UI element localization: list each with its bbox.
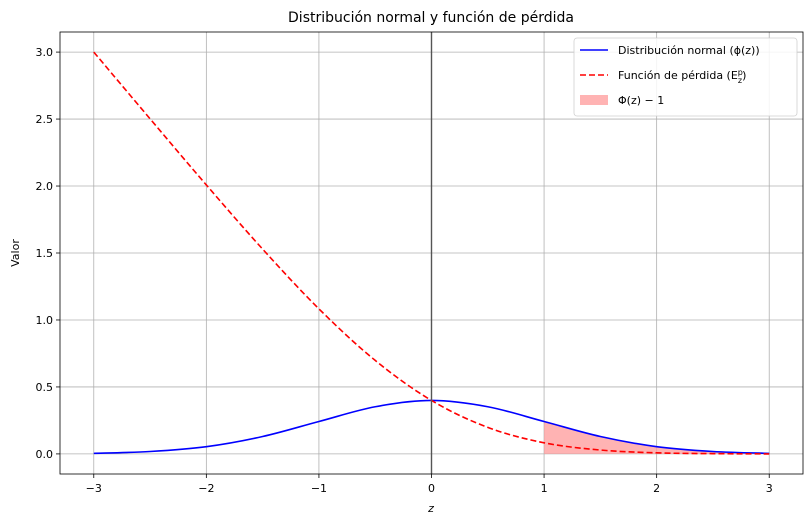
y-tick-label-0: 0.0 [36, 448, 54, 461]
y-axis-label: Valor [9, 239, 22, 267]
y-tick-label-1: 0.5 [36, 381, 54, 394]
y-tick-label-3: 1.5 [36, 247, 54, 260]
y-tick-label-2: 1.0 [36, 314, 54, 327]
chart-title: Distribución normal y función de pérdida [288, 10, 574, 26]
legend-label-shaded: Φ(z) − 1 [618, 94, 664, 107]
y-tick-label-5: 2.5 [36, 113, 54, 126]
legend-swatch-shaded [580, 95, 608, 105]
legend-label-loss: Función de pérdida (Ep z) [618, 68, 746, 85]
y-tick-label-4: 2.0 [36, 180, 54, 193]
shaded-region-group [544, 421, 770, 454]
x-tick-label-5: 2 [653, 482, 660, 495]
shaded-region [544, 421, 770, 454]
legend-label-loss-sub: z [738, 76, 742, 85]
x-tick-label-2: −1 [311, 482, 327, 495]
x-tick-label-0: −3 [86, 482, 102, 495]
legend: Distribución normal (ϕ(z)) Función de pé… [573, 37, 798, 117]
x-tick-label-6: 3 [766, 482, 773, 495]
x-tick-label-1: −2 [198, 482, 214, 495]
legend-label-loss-end: ) [742, 69, 746, 82]
y-tick-label-6: 3.0 [36, 46, 54, 59]
legend-label-loss-main: Función de pérdida (E [618, 69, 738, 82]
legend-box [573, 37, 798, 117]
y-axis-ticks: 0.0 0.5 1.0 1.5 2.0 2.5 3.0 [36, 46, 60, 461]
x-axis-label: z [427, 502, 434, 515]
legend-label-normal: Distribución normal (ϕ(z)) [618, 44, 760, 57]
legend-label-loss-sup: p [738, 68, 743, 77]
x-axis-ticks: −3 −2 −1 0 1 2 3 [86, 474, 773, 495]
series-line-1 [93, 51, 770, 455]
x-tick-label-4: 1 [541, 482, 548, 495]
x-tick-label-3: 0 [428, 482, 435, 495]
series-lines [93, 32, 770, 474]
